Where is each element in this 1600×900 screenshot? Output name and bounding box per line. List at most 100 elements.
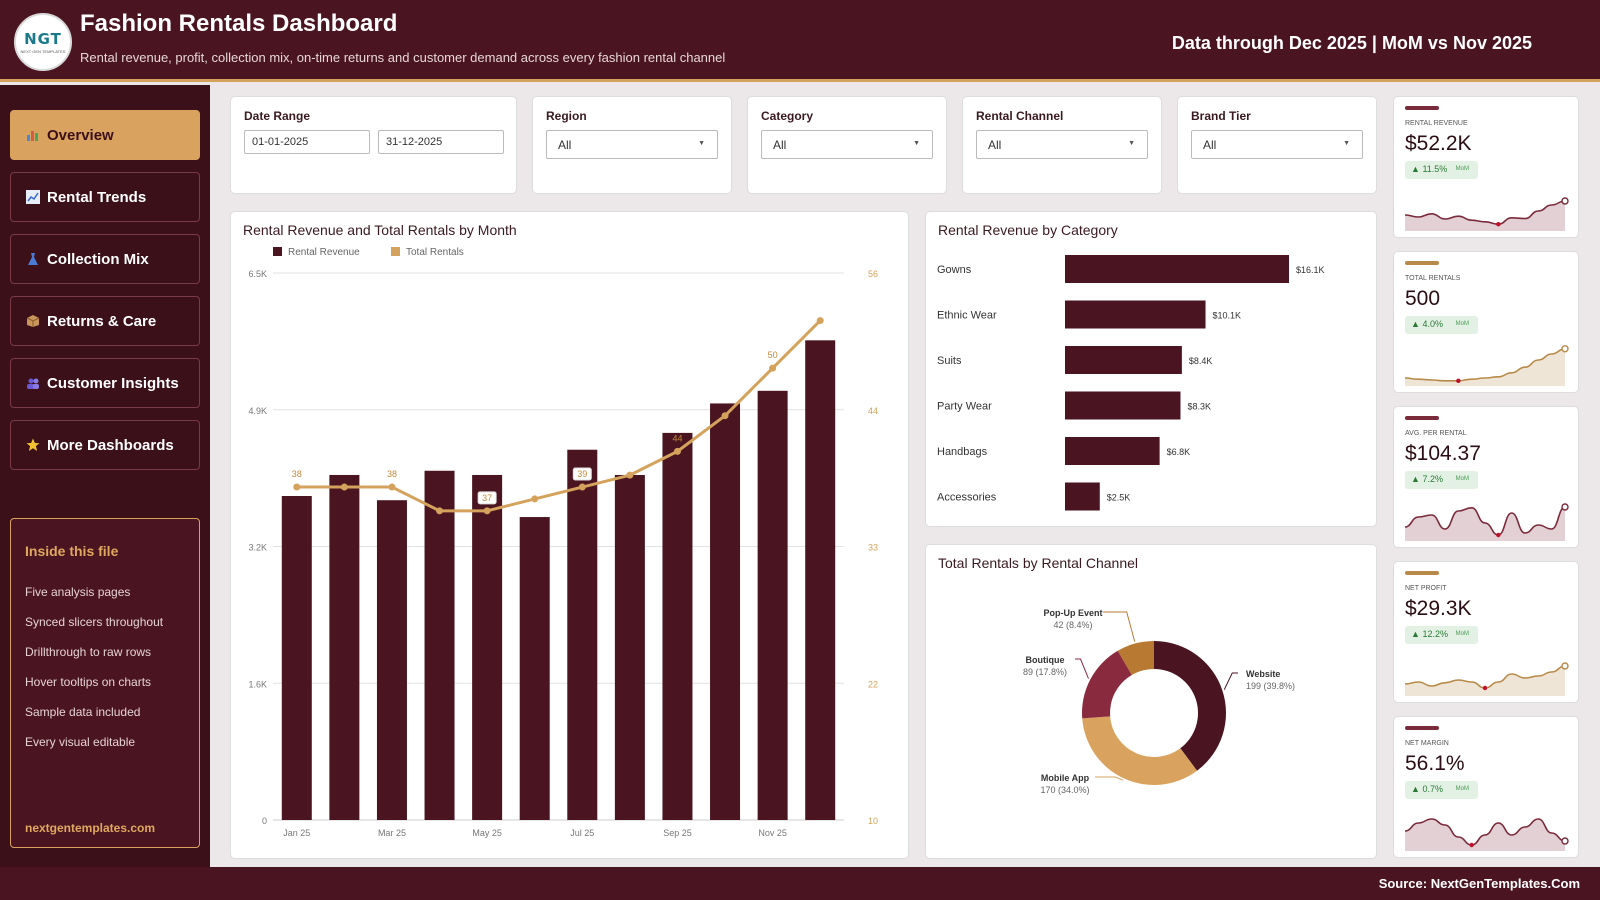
y-tick-right: 22 (868, 679, 878, 689)
nav-label: Customer Insights (47, 374, 179, 392)
rentals-data-label: 38 (387, 469, 397, 479)
rentals-line (296, 319, 822, 513)
kpi-value: $104.37 (1405, 442, 1481, 465)
kpi-sparkline (1404, 818, 1569, 851)
sparkline-last-point (1561, 837, 1569, 845)
donut-slice-name: Website (1246, 669, 1280, 679)
rentals-point (388, 483, 396, 491)
sparkline-line (1404, 818, 1566, 846)
kpi-sparkline (1404, 197, 1569, 231)
category-label: Category (761, 109, 814, 123)
kpi-value: $52.2K (1405, 132, 1472, 155)
y-tick-left: 6.5K (248, 269, 267, 279)
website-link[interactable]: nextgentemplates.com (25, 821, 156, 835)
kpi-card-avg-per-rental[interactable]: Avg. Per Rental $104.37 ▲ 7.2% MoM (1393, 406, 1579, 548)
kpi-card-net-margin[interactable]: Net Margin 56.1% ▲ 0.7% MoM (1393, 716, 1579, 858)
donut-slice-value: 42 (8.4%) (1053, 620, 1092, 630)
donut-slice-name: Boutique (1026, 655, 1065, 665)
kpi-change: 0.7% (1422, 784, 1443, 794)
start-date-input[interactable]: 01-01-2025 (244, 130, 370, 154)
rentals-point (531, 495, 539, 503)
brand-tier-dropdown[interactable]: All ▼ (1191, 130, 1363, 159)
nav-more-dashboards[interactable]: More Dashboards (10, 420, 200, 470)
kpi-card-total-rentals[interactable]: Total Rentals 500 ▲ 4.0% MoM (1393, 251, 1579, 393)
region-dropdown[interactable]: All ▼ (546, 130, 718, 159)
revenue-bar (424, 470, 455, 820)
kpi-mom: MoM (1455, 476, 1469, 482)
dropdown-arrow-icon: ▼ (1128, 140, 1135, 147)
revenue-bar (329, 474, 360, 820)
kpi-value: 56.1% (1405, 752, 1465, 775)
category-value-label: $8.3K (1187, 402, 1211, 412)
category-label: Suits (937, 355, 962, 367)
sparkline-min-point (1482, 685, 1488, 691)
category-label: Handbags (937, 446, 988, 458)
kpi-label: Avg. Per Rental (1405, 430, 1467, 437)
donut-slice-name: Pop-Up Event (1043, 608, 1102, 618)
header: NGT NEXT GEN TEMPLATES Fashion Rentals D… (0, 0, 1600, 82)
bar-chart-icon (25, 127, 41, 143)
revenue-bar (710, 403, 741, 820)
nav-label: More Dashboards (47, 436, 174, 454)
kpi-accent-bar (1405, 726, 1439, 730)
rentals-point (578, 483, 586, 491)
up-arrow-icon: ▲ (1411, 629, 1420, 639)
rentals-label-box (572, 467, 592, 481)
kpi-change-badge: ▲ 7.2% MoM (1405, 471, 1478, 489)
chart-title: Total Rentals by Rental Channel (938, 555, 1139, 571)
kpi-mom: MoM (1455, 166, 1469, 172)
kpi-card-net-profit[interactable]: Net Profit $29.3K ▲ 12.2% MoM (1393, 561, 1579, 703)
rentals-point (293, 483, 301, 491)
kpi-card-rental-revenue[interactable]: Rental Revenue $52.2K ▲ 11.5% MoM (1393, 96, 1579, 238)
chart-title: Rental Revenue by Category (938, 222, 1118, 238)
nav-rental-trends[interactable]: Rental Trends (10, 172, 200, 222)
kpi-accent-bar (1405, 106, 1439, 110)
sparkline-min-point (1456, 378, 1461, 383)
channel-chart-card: Total Rentals by Rental Channel Website 1… (925, 544, 1377, 859)
region-label: Region (546, 109, 587, 123)
rentals-data-label: 50 (768, 350, 778, 360)
dress-icon (25, 251, 41, 267)
end-date-input[interactable]: 31-12-2025 (378, 130, 504, 154)
inside-item: Synced slicers throughout (25, 615, 164, 629)
trend-chart-icon (25, 189, 41, 205)
sparkline-area (1405, 201, 1565, 231)
kpi-change: 12.2% (1422, 629, 1448, 639)
nav-overview[interactable]: Overview (10, 110, 200, 160)
legend-label-revenue: Rental Revenue (288, 247, 360, 258)
nav-collection-mix[interactable]: Collection Mix (10, 234, 200, 284)
nav-label: Collection Mix (47, 250, 149, 268)
revenue-bar (281, 496, 312, 820)
page-subtitle: Rental revenue, profit, collection mix, … (80, 50, 726, 65)
date-range-label: Date Range (244, 109, 311, 123)
category-dropdown[interactable]: All ▼ (761, 130, 933, 159)
sparkline-line (1404, 506, 1566, 536)
nav-returns-care[interactable]: Returns & Care (10, 296, 200, 346)
rentals-point (721, 412, 729, 420)
brand-tier-value: All (1203, 138, 1217, 152)
x-tick-label: May 25 (472, 828, 502, 838)
sparkline-min-point (1469, 842, 1474, 848)
y-tick-right: 44 (868, 406, 878, 416)
kpi-label: Net Profit (1405, 585, 1447, 592)
donut-slice (1082, 716, 1198, 785)
rentals-data-label: 44 (672, 433, 682, 443)
sparkline-min-point (1496, 532, 1501, 538)
inside-item: Drillthrough to raw rows (25, 645, 152, 659)
category-label: Gowns (937, 264, 972, 276)
rentals-point (769, 364, 777, 372)
sparkline-last-point (1561, 345, 1569, 353)
inside-item: Hover tooltips on charts (25, 675, 152, 689)
category-bar (1065, 437, 1160, 465)
revenue-bar (472, 474, 503, 820)
up-arrow-icon: ▲ (1411, 164, 1420, 174)
rentals-point (673, 447, 681, 455)
kpi-label: Total Rentals (1405, 275, 1461, 282)
x-tick-label: Sep 25 (663, 828, 692, 838)
nav-customer-insights[interactable]: Customer Insights (10, 358, 200, 408)
category-label: Accessories (937, 492, 997, 504)
page-title: Fashion Rentals Dashboard (80, 10, 398, 37)
rental-channel-dropdown[interactable]: All ▼ (976, 130, 1148, 159)
chart-title: Rental Revenue and Total Rentals by Mont… (243, 222, 517, 238)
category-chart-card: Rental Revenue by Category Gowns $16.1K Et… (925, 211, 1377, 527)
